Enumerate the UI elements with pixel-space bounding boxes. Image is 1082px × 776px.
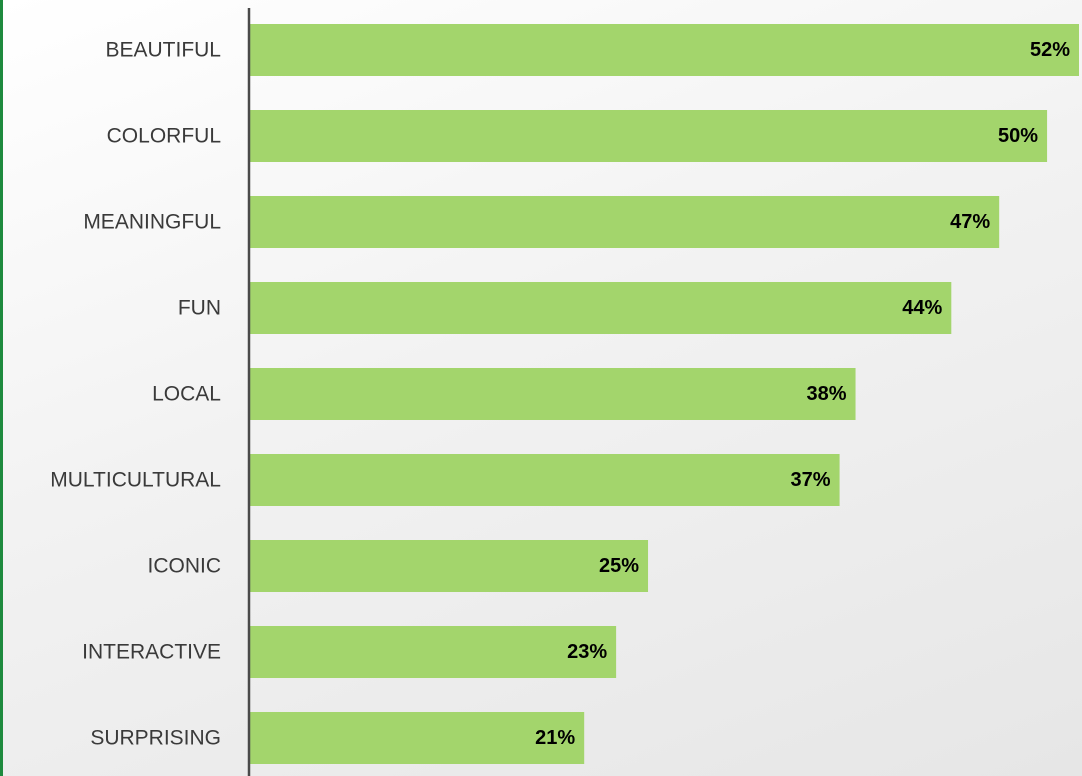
category-label-multicultural: MULTICULTURAL bbox=[50, 469, 221, 492]
value-label-iconic: 25% bbox=[599, 555, 639, 577]
category-label-iconic: ICONIC bbox=[148, 555, 222, 578]
category-label-colorful: COLORFUL bbox=[107, 125, 221, 148]
bar-surprising bbox=[249, 712, 585, 764]
bar-beautiful bbox=[249, 24, 1079, 76]
bar-interactive bbox=[249, 626, 617, 678]
value-label-interactive: 23% bbox=[567, 641, 607, 663]
category-label-interactive: INTERACTIVE bbox=[82, 641, 221, 664]
bar-multicultural bbox=[249, 454, 840, 506]
bars-group: BEAUTIFUL 52% COLORFUL 50% MEANINGFUL 47% FUN 4… bbox=[50, 24, 1079, 764]
bar-colorful bbox=[249, 110, 1048, 162]
bar-iconic bbox=[249, 540, 649, 592]
left-accent-stripe bbox=[0, 0, 3, 776]
category-label-beautiful: BEAUTIFUL bbox=[105, 39, 221, 62]
bar-local bbox=[249, 368, 856, 420]
value-label-multicultural: 37% bbox=[791, 469, 831, 491]
category-label-fun: FUN bbox=[178, 297, 221, 320]
value-label-colorful: 50% bbox=[998, 125, 1038, 147]
value-label-meaningful: 47% bbox=[950, 211, 990, 233]
category-label-meaningful: MEANINGFUL bbox=[83, 211, 221, 234]
value-label-local: 38% bbox=[807, 383, 847, 405]
value-label-surprising: 21% bbox=[535, 727, 575, 749]
value-label-beautiful: 52% bbox=[1030, 39, 1070, 61]
category-label-local: LOCAL bbox=[152, 383, 221, 406]
bar-meaningful bbox=[249, 196, 1000, 248]
value-label-fun: 44% bbox=[902, 297, 942, 319]
category-label-surprising: SURPRISING bbox=[90, 727, 221, 750]
bar-fun bbox=[249, 282, 952, 334]
